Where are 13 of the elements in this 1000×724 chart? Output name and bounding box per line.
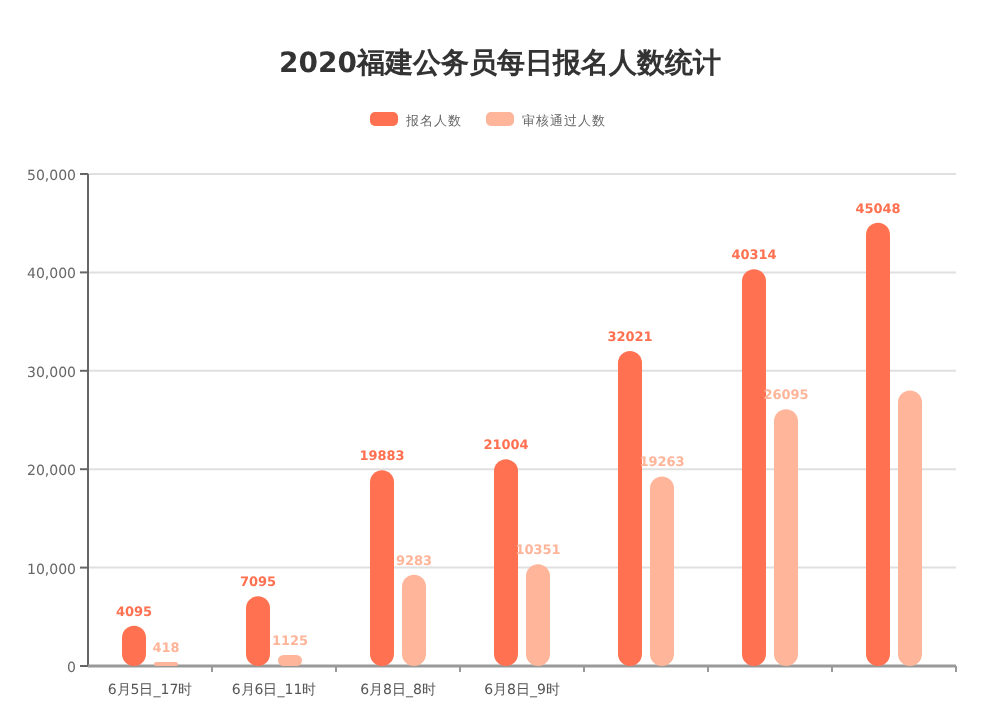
- bar: [402, 574, 426, 666]
- bar: [494, 459, 518, 666]
- bar: [618, 350, 642, 666]
- bar: [370, 470, 394, 666]
- bar: [774, 409, 798, 666]
- bar: [898, 390, 922, 666]
- bar: [650, 476, 674, 666]
- chart-title: 2020福建公务员每日报名人数统计: [279, 46, 721, 80]
- bar: [866, 222, 890, 666]
- bar: [526, 564, 550, 666]
- bar: [246, 596, 270, 666]
- bar: [278, 654, 302, 666]
- bar: [742, 269, 766, 666]
